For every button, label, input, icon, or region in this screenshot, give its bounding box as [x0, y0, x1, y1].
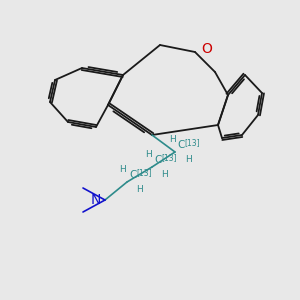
Text: [13]: [13] — [184, 138, 200, 147]
Text: [13]: [13] — [136, 168, 152, 177]
Text: H: H — [185, 155, 192, 164]
Text: H: H — [120, 165, 126, 174]
Text: C: C — [129, 170, 136, 180]
Text: [13]: [13] — [161, 153, 177, 162]
Text: O: O — [201, 42, 212, 56]
Text: H: H — [161, 170, 168, 179]
Text: H: H — [136, 185, 143, 194]
Text: C: C — [154, 155, 161, 165]
Text: H: H — [145, 150, 152, 159]
Text: C: C — [177, 140, 184, 150]
Text: N: N — [91, 193, 101, 207]
Text: H: H — [169, 135, 176, 144]
